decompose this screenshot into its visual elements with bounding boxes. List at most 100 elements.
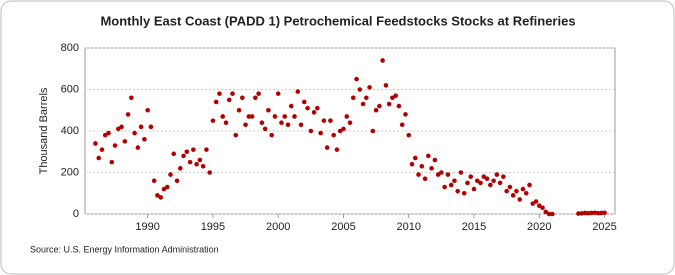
point bbox=[501, 174, 506, 179]
point bbox=[510, 193, 516, 198]
point bbox=[151, 178, 157, 184]
point bbox=[507, 184, 513, 190]
point bbox=[540, 205, 545, 211]
point bbox=[197, 157, 203, 163]
point bbox=[445, 172, 451, 177]
point bbox=[422, 176, 428, 182]
point bbox=[520, 186, 526, 192]
point bbox=[93, 141, 98, 146]
point bbox=[598, 210, 604, 216]
point bbox=[403, 112, 408, 117]
point bbox=[262, 126, 268, 132]
point bbox=[328, 118, 333, 123]
point bbox=[184, 149, 190, 155]
point bbox=[315, 105, 320, 111]
y-tick-label: 0 bbox=[73, 208, 79, 220]
point bbox=[452, 178, 457, 184]
point bbox=[142, 137, 147, 142]
point bbox=[380, 58, 385, 63]
point bbox=[210, 118, 216, 123]
point bbox=[461, 190, 467, 196]
y-tick-label: 800 bbox=[61, 42, 79, 54]
point bbox=[383, 83, 389, 88]
point bbox=[595, 210, 601, 216]
x-tick-label: 1990 bbox=[135, 221, 159, 233]
point bbox=[543, 209, 549, 215]
point bbox=[602, 210, 607, 216]
point bbox=[200, 163, 206, 169]
point bbox=[582, 210, 588, 216]
point bbox=[298, 122, 304, 128]
point bbox=[396, 103, 402, 109]
point bbox=[471, 186, 477, 192]
point bbox=[576, 211, 581, 216]
point bbox=[458, 170, 464, 175]
point bbox=[115, 126, 121, 132]
x-tick-label: 2020 bbox=[527, 221, 551, 233]
point bbox=[393, 93, 398, 99]
point bbox=[455, 188, 460, 194]
point bbox=[191, 147, 196, 152]
point bbox=[253, 95, 258, 101]
point bbox=[406, 132, 412, 138]
point bbox=[122, 139, 128, 144]
point bbox=[164, 184, 170, 190]
chart-title: Monthly East Coast (PADD 1) Petrochemica… bbox=[100, 13, 575, 28]
point bbox=[488, 182, 493, 188]
point bbox=[448, 182, 454, 188]
point bbox=[282, 114, 288, 119]
point bbox=[102, 132, 108, 138]
point bbox=[288, 103, 294, 109]
x-tick-label: 2025 bbox=[592, 221, 616, 233]
point bbox=[145, 107, 150, 113]
point bbox=[207, 170, 212, 175]
point bbox=[135, 145, 141, 150]
point bbox=[223, 120, 229, 125]
point bbox=[409, 161, 415, 167]
point bbox=[341, 126, 346, 132]
point bbox=[412, 155, 418, 161]
point bbox=[266, 107, 271, 113]
point bbox=[279, 120, 284, 125]
point bbox=[334, 147, 340, 152]
point bbox=[246, 114, 252, 119]
point bbox=[373, 107, 379, 113]
point bbox=[439, 170, 444, 175]
point bbox=[468, 174, 474, 179]
point bbox=[305, 105, 310, 111]
point bbox=[269, 132, 274, 138]
point bbox=[217, 91, 222, 96]
point bbox=[517, 197, 523, 202]
point bbox=[377, 103, 382, 109]
point bbox=[292, 114, 297, 119]
point bbox=[226, 97, 232, 103]
point bbox=[161, 186, 167, 192]
point bbox=[386, 101, 392, 107]
point bbox=[530, 201, 536, 206]
x-tick-label: 2005 bbox=[331, 221, 355, 233]
point bbox=[308, 128, 314, 134]
x-tick-label: 2015 bbox=[462, 221, 486, 233]
point bbox=[311, 110, 317, 115]
point bbox=[550, 211, 555, 217]
point bbox=[416, 172, 421, 177]
point bbox=[125, 112, 131, 117]
source: Source: U.S. Energy Information Administ… bbox=[30, 244, 219, 254]
x-tick-label: 1995 bbox=[201, 221, 225, 233]
point bbox=[119, 124, 124, 130]
point bbox=[259, 120, 265, 125]
point bbox=[96, 155, 102, 161]
point bbox=[364, 95, 369, 101]
point bbox=[523, 190, 529, 196]
point bbox=[275, 91, 281, 96]
point bbox=[213, 99, 219, 105]
point bbox=[171, 151, 177, 157]
point bbox=[484, 176, 490, 182]
point bbox=[536, 203, 542, 208]
point bbox=[272, 114, 278, 119]
point bbox=[158, 195, 164, 200]
point bbox=[354, 76, 359, 82]
point bbox=[109, 159, 115, 165]
point bbox=[112, 143, 118, 148]
